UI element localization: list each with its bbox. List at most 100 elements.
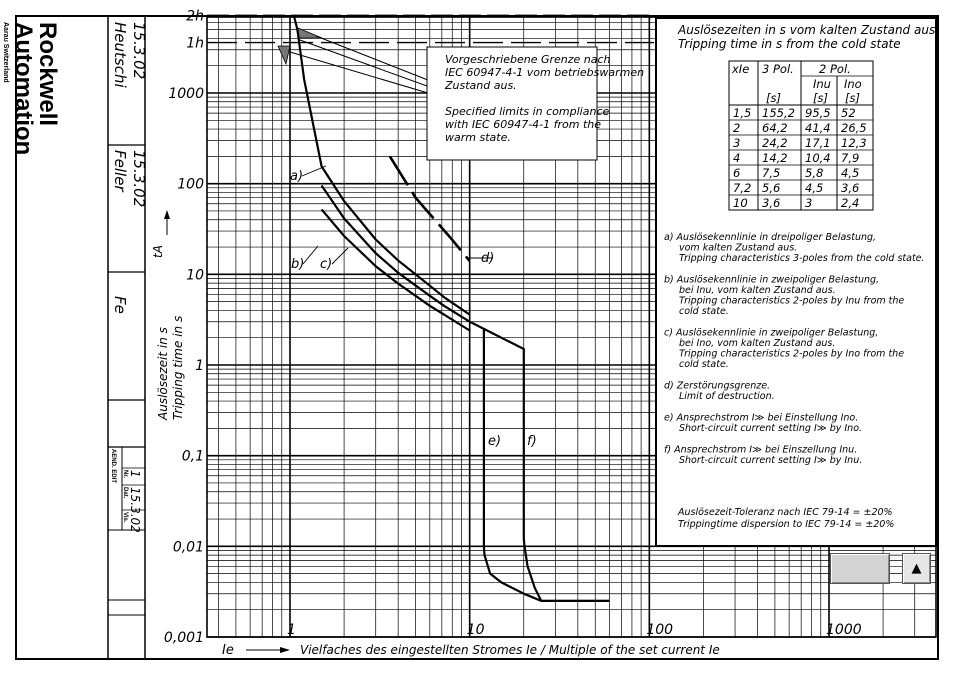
note-line: Zustand aus. — [444, 79, 517, 92]
name-1: Heutschi — [111, 22, 129, 88]
tolerance-en: Trippingtime dispersion to IEC 79-14 = ±… — [678, 519, 894, 530]
y-tick-label: 0,1 — [182, 449, 204, 465]
x-tick-label: 100 — [646, 622, 673, 638]
table-cell: 4,5 — [841, 166, 859, 180]
curve-a — [292, 15, 471, 316]
legend-line: c) Auslösekennlinie in zweipoliger Belas… — [664, 328, 878, 339]
table-cell: 1,5 — [733, 106, 751, 120]
curve-b — [320, 184, 471, 323]
table-cell: 4 — [733, 151, 740, 165]
dat-label: Dat. — [122, 487, 128, 499]
table-cell: 3,6 — [841, 181, 859, 195]
table-header: xIe — [731, 62, 749, 76]
note-line: Vorgeschriebene Grenze nach — [445, 53, 611, 66]
table-cell: 17,1 — [805, 136, 831, 150]
warm-limit-markers — [277, 27, 439, 97]
vis-label: Vis. — [122, 512, 128, 523]
curve-d — [388, 155, 471, 262]
axis-tick-labels: 2h 1h 1000 100 10 1 0,1 0,01 0,001 1 10 100 1000 — [164, 8, 862, 646]
legend-line: cold state. — [679, 359, 729, 370]
scroll-up-label: ▲ — [911, 561, 922, 576]
leader-line — [299, 39, 439, 91]
scroll-up-icon[interactable]: ▲ — [902, 553, 931, 584]
table-title-de: Auslösezeiten in s vom kalten Zustand au… — [677, 23, 935, 37]
curve-label-b: b) — [291, 257, 304, 272]
legend-line: Tripping characteristics 2-poles by Ino … — [679, 349, 904, 360]
legend-line: a) Auslösekennlinie in dreipoliger Belas… — [664, 232, 876, 243]
legend-line: Limit of destruction. — [679, 391, 775, 402]
note-line: with IEC 60947-4-1 from the — [445, 118, 601, 131]
nr-value: 1 — [128, 470, 142, 478]
logo-line1: Rockwell — [34, 22, 61, 126]
legend-line: vom kalten Zustand aus. — [679, 243, 797, 254]
leader-line — [289, 51, 439, 97]
logo-subtitle: Aarau Switzerland — [2, 22, 9, 83]
y-tick-label: 0,01 — [173, 539, 204, 555]
table-cell: 64,2 — [762, 121, 788, 135]
scroll-button[interactable] — [830, 553, 890, 584]
table-cell: 10 — [733, 196, 748, 210]
y-tick-label: 2h — [186, 8, 204, 24]
x-tick-label: 1000 — [826, 622, 862, 638]
table-cell: 7,5 — [762, 166, 780, 180]
name-2: Feller — [111, 150, 129, 192]
table-header: [s] — [845, 91, 860, 105]
table-cell: 5,6 — [762, 181, 780, 195]
x-axis-symbol: Ie — [222, 643, 234, 658]
y-tick-label: 0,001 — [164, 630, 204, 646]
title-block: Rockwell Automation Aarau Switzerland 15… — [2, 17, 148, 658]
curve-leader — [302, 245, 319, 265]
y-tick-label: 1000 — [168, 86, 204, 102]
y-tick-label: 10 — [186, 267, 204, 283]
x-tick-label: 1 — [287, 622, 296, 638]
x-axis-title: Vielfaches des eingestellten Stromes Ie … — [300, 643, 720, 657]
date-2: 15.3.02 — [130, 150, 148, 207]
curve-f — [483, 327, 543, 602]
table-header: Inu — [813, 77, 831, 91]
y-tick-label: 1h — [186, 36, 204, 52]
legend-line: b) Auslösekennlinie in zweipoliger Belas… — [664, 275, 879, 286]
dat-value: 15.3.02 — [128, 487, 142, 533]
legend-line: Short-circuit current setting I≫ by Ino. — [679, 423, 862, 434]
aend-label: AEND. EDIT — [110, 449, 116, 483]
y-axis-symbol: tA — [151, 245, 165, 258]
table-cell: 41,4 — [805, 121, 831, 135]
curve-label-e: e) — [488, 434, 501, 449]
table-cell: 155,2 — [762, 106, 795, 120]
table-cell: 2,4 — [841, 196, 859, 210]
legend-line: Tripping characteristics 3-poles from th… — [679, 253, 925, 264]
curve-leader — [301, 165, 327, 177]
table-header: 3 Pol. — [762, 62, 794, 76]
note-line: Specified limits in compliance — [445, 105, 609, 118]
table-cell: 3,6 — [762, 196, 780, 210]
hatched-marker — [277, 45, 291, 66]
trip-curves — [292, 15, 610, 603]
note-line: warm state. — [445, 131, 511, 144]
legend-line: bei Inu, vom kalten Zustand aus. — [679, 285, 836, 296]
table-cell: 10,4 — [805, 151, 831, 165]
table-header: [s] — [813, 91, 828, 105]
curve-label-f: f) — [527, 434, 537, 449]
curve-labels: a) b) c) d) e) f) — [290, 165, 537, 449]
code-label: Fe — [111, 296, 129, 314]
table-title-en: Tripping time in s from the cold state — [678, 37, 901, 51]
x-tick-label: 10 — [467, 622, 485, 638]
curve-label-a: a) — [290, 169, 303, 184]
table-header: 2 Pol. — [819, 62, 851, 76]
table-header: Ino — [844, 77, 862, 91]
table-cell: 7,9 — [841, 151, 859, 165]
legend-line: cold state. — [679, 306, 729, 317]
y-tick-label: 100 — [177, 177, 204, 193]
sheet-border — [15, 15, 939, 660]
table-cell: 24,2 — [762, 136, 788, 150]
table-cell: 3 — [733, 136, 740, 150]
tolerance-de: Auslösezeit-Toleranz nach IEC 79-14 = ±2… — [677, 507, 893, 518]
curve-c — [320, 208, 471, 332]
trip-time-table: 1,5 155,2 95,5 52 2 64,2 41,4 26,5 3 24,2 17,1 12,3… — [728, 60, 874, 211]
table-cell: 14,2 — [762, 151, 788, 165]
table-cell: 4,5 — [805, 181, 823, 195]
logo-line2: Automation — [10, 22, 37, 155]
table-cell: 52 — [841, 106, 856, 120]
